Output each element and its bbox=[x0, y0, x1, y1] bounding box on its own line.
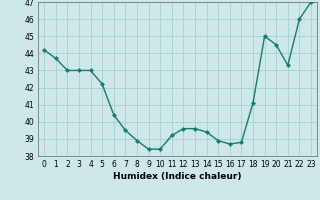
X-axis label: Humidex (Indice chaleur): Humidex (Indice chaleur) bbox=[113, 172, 242, 181]
